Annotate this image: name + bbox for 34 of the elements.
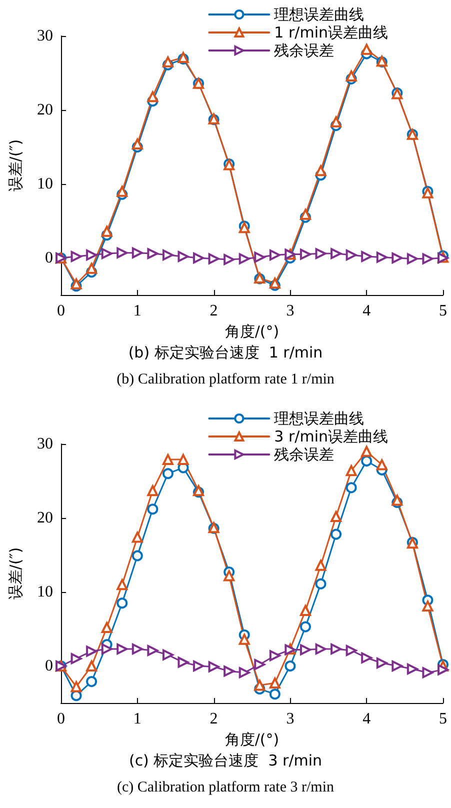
legend-label: 1 r/min误差曲线: [274, 24, 388, 42]
y-tick-label: 10: [37, 176, 53, 192]
text: (b) 标定实验台速度 1 r/min: [128, 344, 323, 362]
x-tick-label: 0: [57, 302, 65, 320]
x-tick-label: 1: [133, 302, 142, 320]
x-tick-label: 5: [439, 302, 447, 320]
y-tick-label: 20: [37, 510, 53, 526]
legend-label: 3 r/min误差曲线: [274, 428, 388, 446]
x-tick-label: 4: [362, 710, 371, 728]
text: (c) 标定实验台速度 3 r/min: [128, 752, 322, 770]
x-tick-label: 2: [210, 710, 218, 728]
y-tick-label: 30: [37, 28, 53, 44]
y-tick-label: 0: [45, 658, 53, 674]
legend-label: 残余误差: [274, 42, 334, 60]
y-tick-label: 30: [37, 436, 53, 452]
x-tick-label: 2: [210, 302, 218, 320]
y-tick-label: 10: [37, 584, 53, 600]
x-tick-label: 5: [439, 710, 447, 728]
legend-label: 残余误差: [274, 446, 334, 464]
y-tick-label: 20: [37, 102, 53, 118]
legend-label: 理想误差曲线: [274, 410, 364, 428]
y-axis-title: 误差/(″): [6, 139, 24, 192]
text: (c) Calibration platform rate 3 r/min: [116, 780, 335, 796]
x-tick-label: 3: [286, 302, 294, 320]
legend-label: 理想误差曲线: [274, 6, 364, 24]
x-axis-title: 角度/(°): [224, 322, 280, 340]
x-axis-title: 角度/(°): [224, 730, 280, 748]
text: (b) Calibration platform rate 1 r/min: [116, 372, 335, 388]
x-tick-label: 4: [362, 302, 371, 320]
x-tick-label: 1: [133, 710, 142, 728]
y-axis-title: 误差/(″): [6, 547, 24, 600]
x-tick-label: 0: [57, 710, 65, 728]
x-tick-label: 3: [286, 710, 294, 728]
y-tick-label: 0: [45, 250, 53, 266]
